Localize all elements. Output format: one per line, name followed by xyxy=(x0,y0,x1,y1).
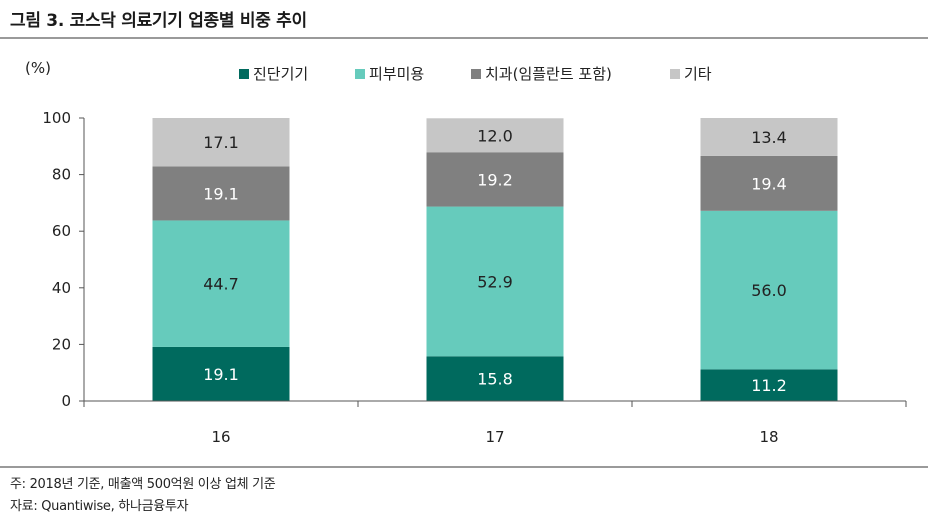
y-tick-label: 20 xyxy=(52,335,71,353)
data-label: 17.1 xyxy=(203,133,239,152)
y-tick-label: 0 xyxy=(61,392,71,410)
legend-label: 기타 xyxy=(684,65,712,83)
legend-label: 치과(임플란트 포함) xyxy=(485,65,612,83)
bar-segment xyxy=(426,356,564,401)
y-axis-ticks: 0 20 40 60 80 100 xyxy=(42,109,85,410)
y-tick-label: 40 xyxy=(52,279,71,297)
bar-segments xyxy=(152,118,838,401)
stacked-bar-chart: (%) 진단기기 피부미용 치과(임플란트 포함) 기타 0 20 40 60 80 100 1… xyxy=(25,59,907,446)
data-label: 12.0 xyxy=(477,126,513,145)
bar-segment xyxy=(700,118,838,156)
x-axis: 16 17 18 xyxy=(83,400,907,446)
x-tick-label: 16 xyxy=(211,428,230,446)
legend: 진단기기 피부미용 치과(임플란트 포함) 기타 xyxy=(239,65,712,83)
bar-segment xyxy=(700,155,838,211)
x-tick-label: 17 xyxy=(485,428,504,446)
data-label: 19.2 xyxy=(477,170,513,189)
title-divider xyxy=(0,37,928,39)
data-label: 56.0 xyxy=(751,281,787,300)
data-label: 19.1 xyxy=(203,365,239,384)
bar-segment xyxy=(152,220,290,347)
data-label: 15.8 xyxy=(477,370,513,389)
bar-segment xyxy=(700,210,838,370)
legend-swatch xyxy=(670,69,680,79)
bar-segment xyxy=(426,118,564,153)
y-tick-label: 60 xyxy=(52,222,71,240)
data-label: 19.4 xyxy=(751,174,787,193)
y-tick-label: 100 xyxy=(42,109,71,127)
bar-segment xyxy=(152,346,290,401)
data-label: 11.2 xyxy=(751,376,787,395)
data-labels: 19.1 44.7 19.1 17.1 15.8 52.9 19.2 12.0 11.2 56.0… xyxy=(203,126,787,395)
data-label: 52.9 xyxy=(477,272,513,291)
y-axis-unit-label: (%) xyxy=(25,59,51,77)
data-label: 44.7 xyxy=(203,275,239,294)
bar-segment xyxy=(426,206,564,357)
bar-segment xyxy=(152,118,290,167)
legend-swatch xyxy=(355,69,365,79)
source-note: 자료: Quantiwise, 하나금융투자 xyxy=(10,499,189,514)
data-label: 13.4 xyxy=(751,128,787,147)
footnote: 주: 2018년 기준, 매출액 500억원 이상 업체 기준 xyxy=(10,477,276,492)
footer-divider xyxy=(0,466,928,468)
legend-label: 피부미용 xyxy=(369,65,424,83)
bar-segment xyxy=(700,369,838,401)
y-tick-label: 80 xyxy=(52,166,71,184)
legend-swatch xyxy=(471,69,481,79)
x-tick-label: 18 xyxy=(759,428,778,446)
data-label: 19.1 xyxy=(203,184,239,203)
figure-title: 그림 3. 코스닥 의료기기 업종별 비중 추이 xyxy=(10,11,307,31)
legend-swatch xyxy=(239,69,249,79)
legend-label: 진단기기 xyxy=(253,65,308,83)
bar-segment xyxy=(426,152,564,207)
bar-segment xyxy=(152,166,290,221)
